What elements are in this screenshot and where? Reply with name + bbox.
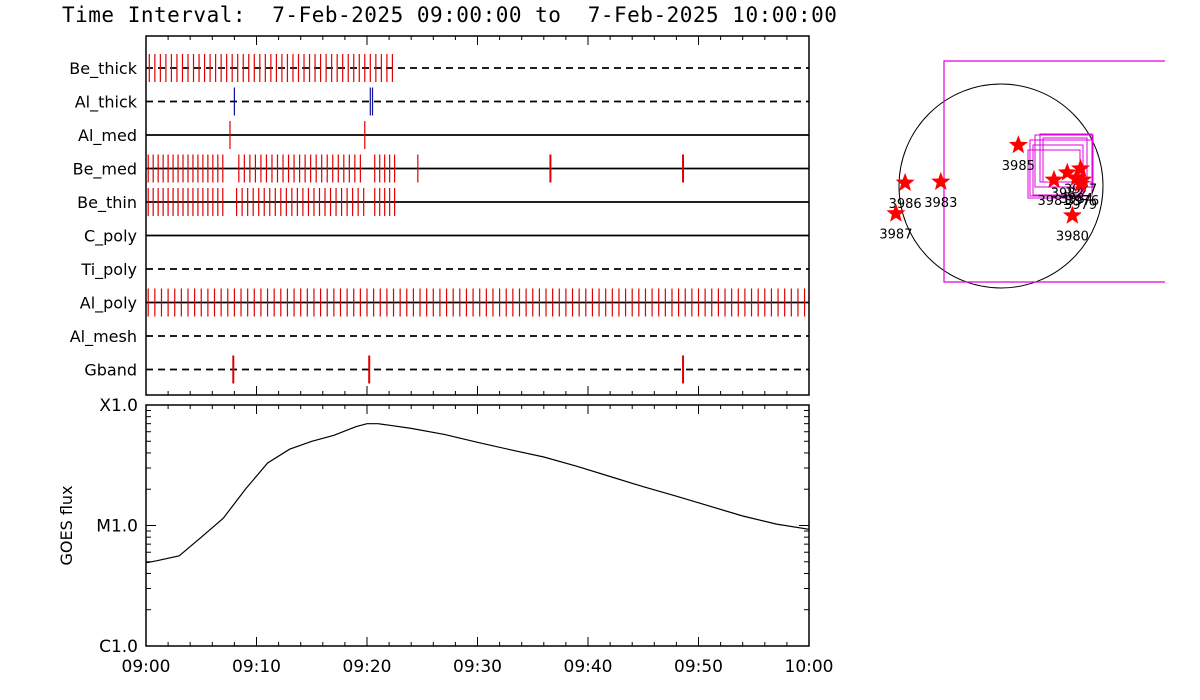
timeline-row-label: Be_thick xyxy=(69,59,137,79)
region-box xyxy=(1034,134,1094,188)
timeline-row-label: Be_med xyxy=(73,160,137,180)
active-region-star xyxy=(1062,205,1082,224)
active-region-star xyxy=(1071,158,1091,177)
goes-x-tick-label: 09:40 xyxy=(564,657,613,677)
page-title: Time Interval: 7-Feb-2025 09:00:00 to 7-… xyxy=(62,3,838,27)
goes-frame xyxy=(145,404,810,647)
active-region-star xyxy=(886,203,906,222)
goes-y-tick-label: M1.0 xyxy=(96,517,138,537)
timeline-row-label: Al_poly xyxy=(80,294,137,314)
active-region-label: 3976 xyxy=(1066,194,1099,209)
timeline-row-label: C_poly xyxy=(84,227,137,247)
goes-y-axis-label: GOES flux xyxy=(57,485,76,565)
region-box xyxy=(1042,137,1088,183)
active-region-star xyxy=(1057,162,1077,181)
goes-flux-line xyxy=(145,423,810,564)
field-of-view-box xyxy=(943,60,1165,283)
goes-x-tick-label: 09:20 xyxy=(343,657,392,677)
solar-disk xyxy=(898,83,1104,289)
timeline-row-label: Be_thin xyxy=(77,193,137,213)
active-region-label: 3977 xyxy=(1064,183,1097,198)
timeline-row-label: Al_mesh xyxy=(70,327,137,347)
goes-x-tick-label: 09:00 xyxy=(122,657,171,677)
active-region-label: 3983 xyxy=(924,196,957,211)
active-region-label: 3984 xyxy=(1060,192,1093,207)
goes-y-tick-label: X1.0 xyxy=(99,396,138,416)
timeline-row-label: Al_thick xyxy=(75,93,138,113)
active-region-star xyxy=(1071,174,1091,193)
active-region-star xyxy=(1073,169,1093,188)
timeline-row-label: Al_med xyxy=(78,126,137,146)
goes-x-tick-label: 09:10 xyxy=(232,657,281,677)
active-region-star xyxy=(1044,169,1064,188)
goes-x-tick-label: 09:30 xyxy=(453,657,502,677)
goes-x-tick-label: 09:50 xyxy=(674,657,723,677)
goes-x-tick-label: 10:00 xyxy=(785,657,834,677)
timeline-frame xyxy=(145,35,810,396)
timeline-row-label: Gband xyxy=(84,361,137,380)
timeline-row-label: Ti_poly xyxy=(80,260,137,280)
active-region-label: 3981 xyxy=(1037,194,1070,209)
active-region-star xyxy=(1008,135,1028,154)
active-region-label: 3987 xyxy=(879,228,912,243)
active-region-star xyxy=(895,172,915,191)
active-region-star xyxy=(931,171,951,190)
active-region-label: 3980 xyxy=(1056,230,1089,245)
active-region-label: 3985 xyxy=(1002,159,1035,174)
active-region-label: 3986 xyxy=(889,197,922,212)
active-region-label: 3979 xyxy=(1064,198,1097,213)
region-box xyxy=(1027,149,1081,199)
goes-y-tick-label: C1.0 xyxy=(99,637,138,657)
